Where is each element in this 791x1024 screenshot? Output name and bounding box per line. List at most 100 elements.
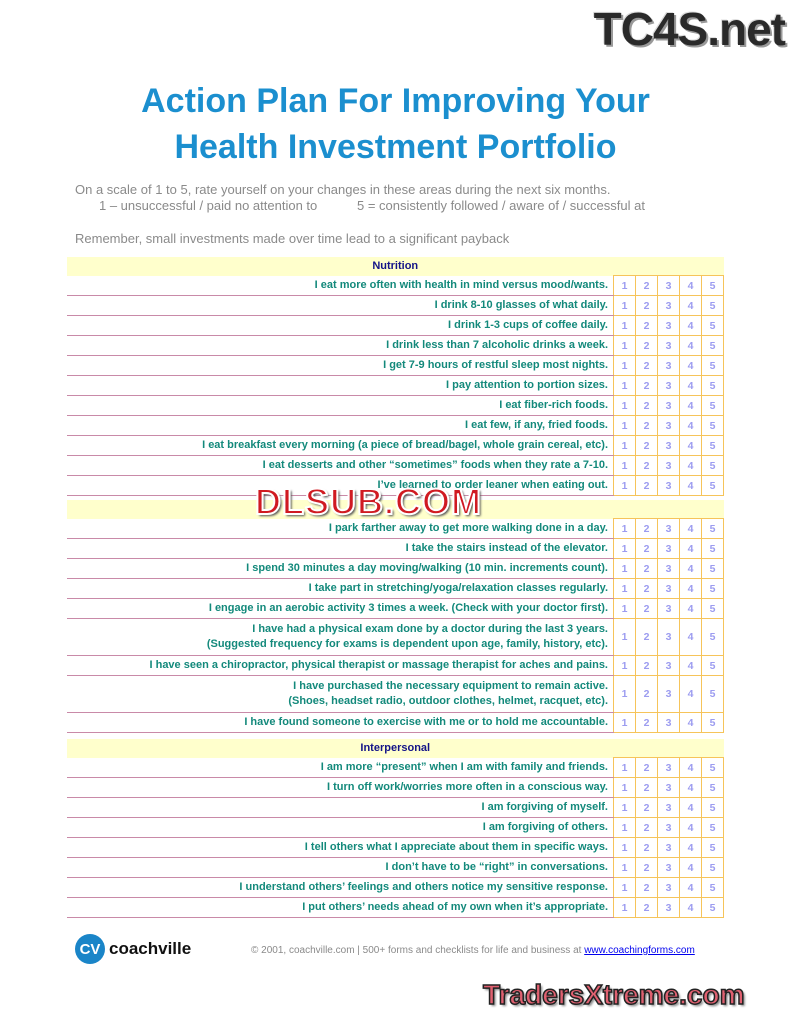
rating-option-3[interactable]: 3 xyxy=(657,415,680,436)
rating-option-1[interactable]: 1 xyxy=(613,777,636,798)
rating-option-3[interactable]: 3 xyxy=(657,797,680,818)
rating-option-5[interactable]: 5 xyxy=(701,435,724,456)
rating-option-1[interactable]: 1 xyxy=(613,897,636,918)
rating-option-4[interactable]: 4 xyxy=(679,335,702,356)
rating-option-2[interactable]: 2 xyxy=(635,315,658,336)
rating-option-4[interactable]: 4 xyxy=(679,415,702,436)
rating-option-5[interactable]: 5 xyxy=(701,578,724,599)
rating-option-5[interactable]: 5 xyxy=(701,777,724,798)
rating-option-3[interactable]: 3 xyxy=(657,777,680,798)
rating-option-5[interactable]: 5 xyxy=(701,797,724,818)
rating-option-1[interactable]: 1 xyxy=(613,558,636,579)
rating-option-5[interactable]: 5 xyxy=(701,837,724,858)
rating-option-2[interactable]: 2 xyxy=(635,295,658,316)
rating-option-2[interactable]: 2 xyxy=(635,395,658,416)
rating-option-1[interactable]: 1 xyxy=(613,295,636,316)
rating-option-2[interactable]: 2 xyxy=(635,335,658,356)
rating-option-1[interactable]: 1 xyxy=(613,837,636,858)
rating-option-4[interactable]: 4 xyxy=(679,518,702,539)
rating-option-5[interactable]: 5 xyxy=(701,897,724,918)
rating-option-1[interactable]: 1 xyxy=(613,857,636,878)
rating-option-3[interactable]: 3 xyxy=(657,518,680,539)
rating-option-1[interactable]: 1 xyxy=(613,877,636,898)
rating-option-2[interactable]: 2 xyxy=(635,797,658,818)
rating-option-3[interactable]: 3 xyxy=(657,375,680,396)
rating-option-3[interactable]: 3 xyxy=(657,837,680,858)
rating-option-5[interactable]: 5 xyxy=(701,475,724,496)
rating-option-3[interactable]: 3 xyxy=(657,757,680,778)
rating-option-4[interactable]: 4 xyxy=(679,275,702,296)
rating-option-4[interactable]: 4 xyxy=(679,295,702,316)
rating-option-5[interactable]: 5 xyxy=(701,857,724,878)
rating-option-4[interactable]: 4 xyxy=(679,757,702,778)
rating-option-2[interactable]: 2 xyxy=(635,757,658,778)
rating-option-5[interactable]: 5 xyxy=(701,618,724,656)
rating-option-4[interactable]: 4 xyxy=(679,877,702,898)
rating-option-2[interactable]: 2 xyxy=(635,435,658,456)
rating-option-2[interactable]: 2 xyxy=(635,598,658,619)
rating-option-5[interactable]: 5 xyxy=(701,295,724,316)
rating-option-1[interactable]: 1 xyxy=(613,618,636,656)
rating-option-4[interactable]: 4 xyxy=(679,837,702,858)
rating-option-1[interactable]: 1 xyxy=(613,538,636,559)
rating-option-1[interactable]: 1 xyxy=(613,375,636,396)
rating-option-3[interactable]: 3 xyxy=(657,598,680,619)
rating-option-3[interactable]: 3 xyxy=(657,435,680,456)
rating-option-2[interactable]: 2 xyxy=(635,558,658,579)
rating-option-4[interactable]: 4 xyxy=(679,395,702,416)
rating-option-4[interactable]: 4 xyxy=(679,675,702,713)
rating-option-4[interactable]: 4 xyxy=(679,578,702,599)
rating-option-1[interactable]: 1 xyxy=(613,655,636,676)
rating-option-2[interactable]: 2 xyxy=(635,538,658,559)
rating-option-1[interactable]: 1 xyxy=(613,275,636,296)
rating-option-3[interactable]: 3 xyxy=(657,712,680,733)
rating-option-4[interactable]: 4 xyxy=(679,355,702,376)
rating-option-3[interactable]: 3 xyxy=(657,618,680,656)
rating-option-5[interactable]: 5 xyxy=(701,355,724,376)
coachingforms-link[interactable]: www.coachingforms.com xyxy=(584,945,695,956)
rating-option-4[interactable]: 4 xyxy=(679,712,702,733)
rating-option-3[interactable]: 3 xyxy=(657,295,680,316)
rating-option-3[interactable]: 3 xyxy=(657,395,680,416)
rating-option-4[interactable]: 4 xyxy=(679,455,702,476)
rating-option-5[interactable]: 5 xyxy=(701,315,724,336)
rating-option-1[interactable]: 1 xyxy=(613,598,636,619)
rating-option-2[interactable]: 2 xyxy=(635,837,658,858)
rating-option-3[interactable]: 3 xyxy=(657,817,680,838)
rating-option-5[interactable]: 5 xyxy=(701,655,724,676)
rating-option-3[interactable]: 3 xyxy=(657,675,680,713)
rating-option-4[interactable]: 4 xyxy=(679,618,702,656)
rating-option-2[interactable]: 2 xyxy=(635,777,658,798)
rating-option-5[interactable]: 5 xyxy=(701,877,724,898)
rating-option-4[interactable]: 4 xyxy=(679,558,702,579)
rating-option-2[interactable]: 2 xyxy=(635,817,658,838)
rating-option-3[interactable]: 3 xyxy=(657,538,680,559)
rating-option-2[interactable]: 2 xyxy=(635,578,658,599)
rating-option-4[interactable]: 4 xyxy=(679,777,702,798)
rating-option-4[interactable]: 4 xyxy=(679,315,702,336)
rating-option-1[interactable]: 1 xyxy=(613,757,636,778)
rating-option-2[interactable]: 2 xyxy=(635,415,658,436)
rating-option-4[interactable]: 4 xyxy=(679,897,702,918)
rating-option-5[interactable]: 5 xyxy=(701,395,724,416)
rating-option-5[interactable]: 5 xyxy=(701,335,724,356)
rating-option-3[interactable]: 3 xyxy=(657,315,680,336)
rating-option-3[interactable]: 3 xyxy=(657,578,680,599)
rating-option-1[interactable]: 1 xyxy=(613,335,636,356)
rating-option-1[interactable]: 1 xyxy=(613,435,636,456)
rating-option-5[interactable]: 5 xyxy=(701,558,724,579)
rating-option-3[interactable]: 3 xyxy=(657,355,680,376)
rating-option-4[interactable]: 4 xyxy=(679,435,702,456)
rating-option-2[interactable]: 2 xyxy=(635,518,658,539)
rating-option-1[interactable]: 1 xyxy=(613,518,636,539)
rating-option-2[interactable]: 2 xyxy=(635,655,658,676)
rating-option-5[interactable]: 5 xyxy=(701,712,724,733)
rating-option-4[interactable]: 4 xyxy=(679,598,702,619)
rating-option-4[interactable]: 4 xyxy=(679,797,702,818)
rating-option-3[interactable]: 3 xyxy=(657,655,680,676)
rating-option-2[interactable]: 2 xyxy=(635,475,658,496)
rating-option-4[interactable]: 4 xyxy=(679,817,702,838)
rating-option-4[interactable]: 4 xyxy=(679,375,702,396)
rating-option-2[interactable]: 2 xyxy=(635,857,658,878)
rating-option-4[interactable]: 4 xyxy=(679,475,702,496)
